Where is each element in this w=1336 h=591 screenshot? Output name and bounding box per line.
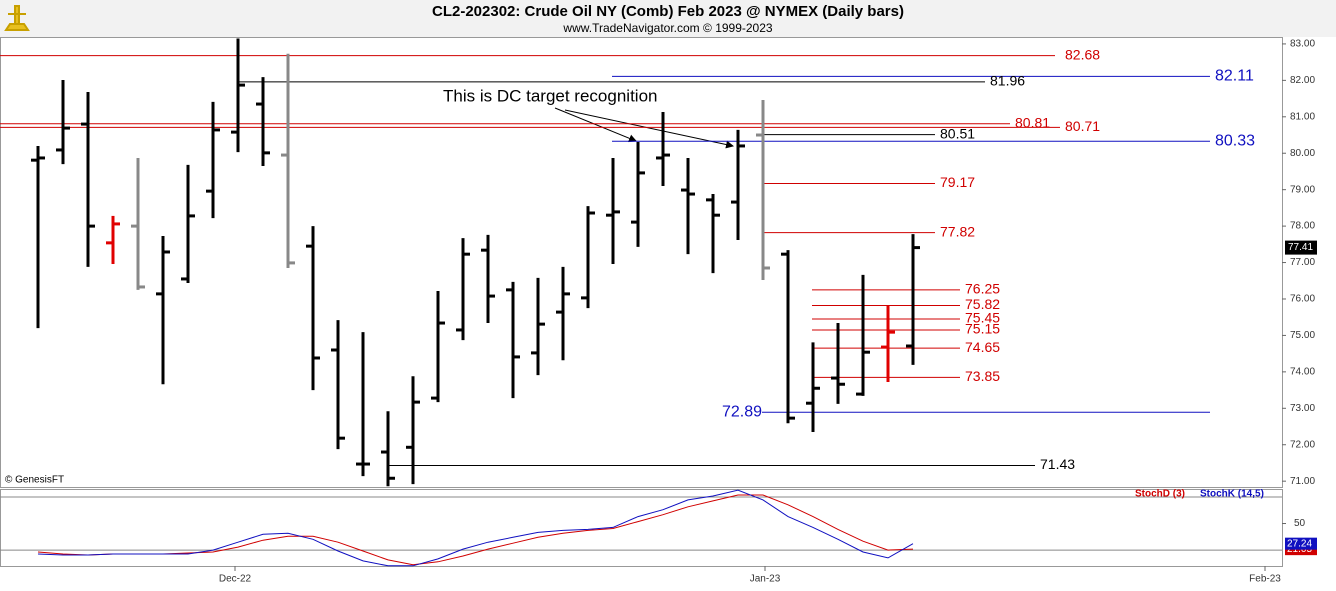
x-tick-label: Feb-23 [1249, 574, 1281, 585]
stoch-panel [0, 489, 1283, 567]
level-label: 75.82 [965, 296, 1000, 312]
chart-subtitle: www.TradeNavigator.com © 1999-2023 [562, 21, 772, 35]
legend-entry: StochD (3) [1135, 489, 1185, 500]
stoch-tick-label: 50 [1294, 518, 1306, 529]
level-label: 73.85 [965, 368, 1000, 384]
x-tick-label: Jan-23 [750, 574, 781, 585]
y-tick-label: 71.00 [1290, 476, 1315, 487]
header-bg [0, 0, 1336, 37]
level-label: 72.89 [722, 404, 762, 421]
level-label: 76.25 [965, 281, 1000, 297]
annotation-arrow [554, 107, 637, 143]
level-label: 80.51 [940, 125, 975, 141]
level-label: 77.82 [940, 223, 975, 239]
stoch-value-box [1285, 537, 1317, 550]
level-label: 80.71 [1065, 118, 1100, 134]
last-price-box [1285, 240, 1317, 255]
chart-title: CL2-202302: Crude Oil NY (Comb) Feb 2023… [432, 3, 904, 20]
logo [4, 5, 30, 31]
annotation: This is DC target recognition [443, 86, 657, 105]
annotation-arrow [564, 109, 734, 149]
y-tick-label: 80.00 [1290, 148, 1315, 159]
legend-entry: StochK (14,5) [1200, 489, 1264, 500]
level-label: 80.81 [1015, 114, 1050, 130]
y-tick-label: 78.00 [1290, 221, 1315, 232]
y-tick-label: 79.00 [1290, 184, 1315, 195]
y-tick-label: 83.00 [1290, 39, 1315, 50]
y-tick-label: 73.00 [1290, 403, 1315, 414]
y-tick-label: 82.00 [1290, 75, 1315, 86]
credit: © GenesisFT [5, 475, 64, 486]
last-price-label: 77.41 [1288, 242, 1313, 253]
y-tick-label: 75.00 [1290, 330, 1315, 341]
level-label: 75.15 [965, 321, 1000, 337]
level-label: 71.43 [1040, 456, 1075, 472]
level-label: 82.68 [1065, 46, 1100, 62]
level-label: 79.17 [940, 174, 975, 190]
x-tick-label: Dec-22 [219, 574, 252, 585]
level-label: 75.45 [965, 310, 1000, 326]
stoch-value-label: 27.24 [1287, 538, 1312, 549]
y-tick-label: 81.00 [1290, 111, 1315, 122]
level-label: 81.96 [990, 73, 1025, 89]
level-label: 80.33 [1215, 132, 1255, 149]
y-tick-label: 72.00 [1290, 439, 1315, 450]
level-label: 74.65 [965, 339, 1000, 355]
stoch-line [37, 494, 914, 566]
y-tick-label: 77.00 [1290, 257, 1315, 268]
stoch-line [37, 489, 914, 567]
y-tick-label: 74.00 [1290, 366, 1315, 377]
y-tick-label: 76.00 [1290, 294, 1315, 305]
level-label: 82.11 [1215, 68, 1254, 85]
